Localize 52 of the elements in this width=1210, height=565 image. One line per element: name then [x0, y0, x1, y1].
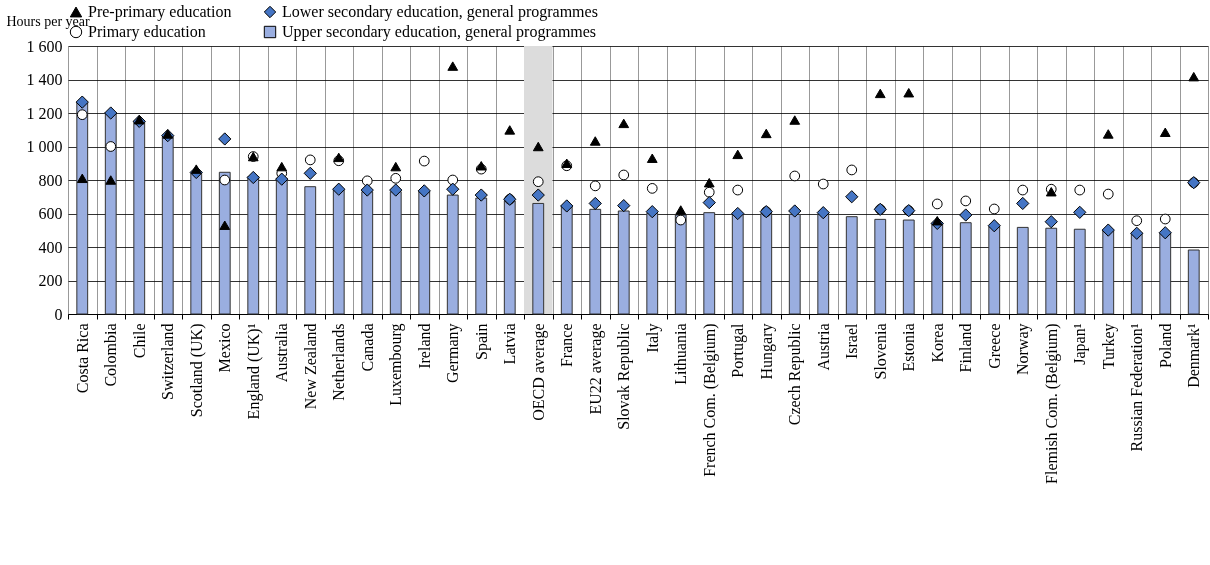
x-tick-label: Hungary [757, 323, 776, 380]
y-tick-label: 600 [38, 205, 63, 222]
x-tick-label: Latvia [501, 323, 519, 365]
x-tick-label: French Com. (Belgium) [700, 323, 719, 477]
x-tick-label: Austria [814, 323, 832, 371]
x-tick-label: Switzerland [159, 323, 177, 400]
x-tick-label: Slovak Republic [615, 323, 634, 430]
x-tick-label: Japan¹ [1071, 323, 1090, 365]
x-tick-label: Portugal [729, 322, 748, 378]
x-tick-label: Poland [1156, 323, 1174, 368]
x-tick-label: Scotland (UK) [187, 323, 206, 418]
x-tick-label: Colombia [102, 323, 120, 387]
y-tick-label: 0 [54, 305, 63, 323]
x-tick-label: Russian Federation¹ [1128, 323, 1146, 452]
x-tick-label: OECD average [529, 323, 548, 421]
x-tick-label: Lithuania [672, 323, 690, 385]
x-tick-label: Czech Republic [786, 323, 805, 426]
x-tick-label: New Zealand [301, 323, 319, 410]
x-tick-label: Australia [273, 323, 291, 383]
x-tick-label: Israel [843, 322, 861, 360]
x-tick-label: Norway [1014, 323, 1033, 376]
x-tick-label: Ireland [415, 323, 433, 369]
x-tick-label: Costa Rica [73, 323, 91, 394]
x-tick-label: Flemish Com. (Belgium) [1042, 323, 1061, 484]
legend-label: Lower secondary education, general programmes [282, 3, 598, 21]
x-tick-label: Spain [472, 323, 491, 360]
x-tick-label: EU22 average [586, 323, 605, 415]
x-tick-label: Luxembourg [387, 323, 406, 406]
x-tick-label: Chile [130, 323, 148, 359]
x-tick-label: Denmark¹ [1185, 323, 1203, 388]
x-tick-label: Mexico [216, 323, 234, 373]
y-tick-label: 1 400 [26, 71, 63, 88]
x-tick-label: Netherlands [330, 323, 348, 401]
y-tick-label: 800 [38, 171, 63, 189]
x-tick-label: Estonia [900, 323, 918, 372]
legend-label: Primary education [88, 23, 206, 41]
y-tick-label: 200 [38, 272, 63, 289]
x-tick-label: Canada [358, 323, 376, 372]
x-tick-label: Finland [957, 323, 975, 373]
x-tick-label: Slovenia [871, 323, 889, 380]
x-tick-label: France [558, 323, 576, 368]
x-tick-label: Greece [985, 323, 1003, 369]
y-tick-label: 1 200 [26, 104, 63, 122]
legend-label: Upper secondary education, general programmes [282, 23, 597, 41]
y-tick-label: 1 600 [26, 37, 63, 55]
y-tick-label: 1 000 [26, 138, 63, 155]
x-tick-label: Germany [444, 323, 463, 384]
x-tick-label: Italy [643, 323, 662, 353]
x-tick-label: England (UK)¹ [244, 323, 263, 420]
x-tick-label: Korea [928, 323, 946, 363]
y-tick-label: 400 [38, 238, 63, 256]
x-tick-label: Turkey [1099, 323, 1118, 370]
